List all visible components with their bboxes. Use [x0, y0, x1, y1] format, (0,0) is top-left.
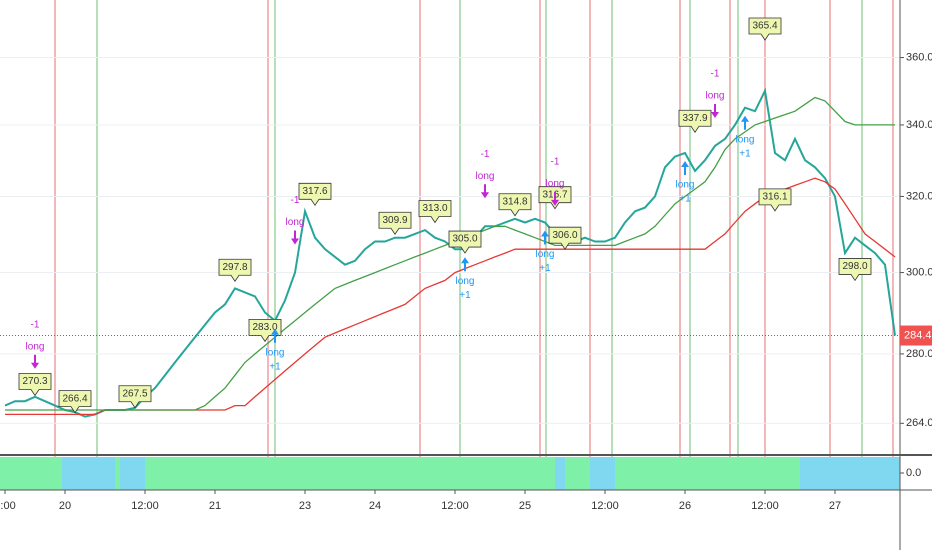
annotation-label: 266.4 [62, 393, 87, 404]
signal-text: +1 [739, 148, 751, 159]
signal-text: long [476, 171, 495, 182]
x-tick-label: 5:00 [0, 500, 16, 512]
annotation-box [298, 182, 332, 207]
annotation-label: 316.1 [762, 192, 787, 203]
indicator-panel [0, 457, 900, 490]
x-tick-label: 12:00 [751, 500, 779, 512]
signal-text: -1 [481, 149, 490, 160]
last-price-label: 284.4 [904, 329, 932, 341]
signal-text: +1 [679, 194, 691, 205]
signal-arrow [541, 230, 549, 245]
x-tick-label: 25 [519, 500, 531, 512]
annotation-label: 309.9 [382, 215, 407, 226]
x-tick-label: 23 [299, 500, 311, 512]
y-tick-label: 360.0 [906, 51, 932, 63]
annotation-box [498, 193, 532, 217]
annotation-label: 313.0 [422, 203, 447, 214]
signal-arrow [711, 103, 719, 118]
last-price-box [900, 325, 932, 346]
signal-text: long [706, 91, 725, 102]
signal-text: -1 [551, 157, 560, 168]
signal-arrow [481, 184, 489, 199]
annotation-label: 267.5 [122, 388, 147, 399]
signal-arrow [461, 257, 469, 272]
signal-arrow [291, 230, 299, 245]
signal-text: long [286, 217, 305, 228]
annotation-label: 314.8 [502, 196, 527, 207]
annotation-label: 297.8 [222, 262, 247, 273]
y-tick-label: 264.0 [906, 417, 932, 429]
y-tick-label: 300.0 [906, 266, 932, 278]
signal-arrow [551, 191, 559, 206]
annotation-label: 365.4 [752, 21, 777, 32]
signal-arrow [741, 115, 749, 130]
signal-text: long [736, 134, 755, 145]
annotation-box [678, 109, 712, 133]
annotation-box [248, 318, 282, 343]
signal-arrow [271, 328, 279, 343]
signal-text: -1 [291, 195, 300, 206]
x-tick-label: 26 [679, 500, 691, 512]
annotation-box [838, 258, 872, 282]
signal-text: +1 [539, 263, 551, 274]
annotation-label: 337.9 [682, 113, 707, 124]
annotation-label: 305.0 [452, 234, 477, 245]
y-tick-label: 280.0 [906, 348, 932, 360]
annotation-box [58, 390, 92, 414]
x-tick-label: 12:00 [441, 500, 469, 512]
signal-text: long [536, 249, 555, 260]
y-tick-label: 320.0 [906, 190, 932, 202]
x-tick-label: 12:00 [131, 500, 159, 512]
signal-text: long [456, 276, 475, 287]
annotation-box [218, 258, 252, 282]
annotation-box [548, 226, 582, 250]
signal-text: +1 [269, 361, 281, 372]
signal-text: +1 [459, 290, 471, 301]
x-tick-label: 20 [59, 500, 71, 512]
signal-text: -1 [711, 69, 720, 80]
annotation-box [18, 373, 52, 397]
signal-text: long [26, 341, 45, 352]
signal-arrow [681, 161, 689, 176]
y-tick-label: 340.0 [906, 119, 932, 131]
annotation-box [118, 385, 152, 409]
annotation-box [758, 188, 792, 212]
signal-text: long [676, 180, 695, 191]
annotation-label: 317.6 [302, 186, 327, 197]
x-tick-label: 21 [209, 500, 221, 512]
annotation-label: 283.0 [252, 322, 277, 333]
indicator-tick-label: 0.0 [906, 467, 921, 479]
signal-text: long [546, 179, 565, 190]
annotation-box [378, 211, 412, 235]
annotation-label: 270.3 [22, 376, 47, 387]
annotation-label: 298.0 [842, 261, 867, 272]
signal-text: -1 [31, 319, 40, 330]
x-tick-label: 24 [369, 500, 381, 512]
signal-arrow [31, 354, 39, 369]
x-tick-label: 12:00 [591, 500, 619, 512]
annotation-box [418, 200, 452, 224]
annotation-label: 306.0 [552, 230, 577, 241]
signal-text: long [266, 347, 285, 358]
annotation-box [448, 230, 482, 254]
annotation-box [748, 17, 782, 41]
x-tick-label: 27 [829, 500, 841, 512]
